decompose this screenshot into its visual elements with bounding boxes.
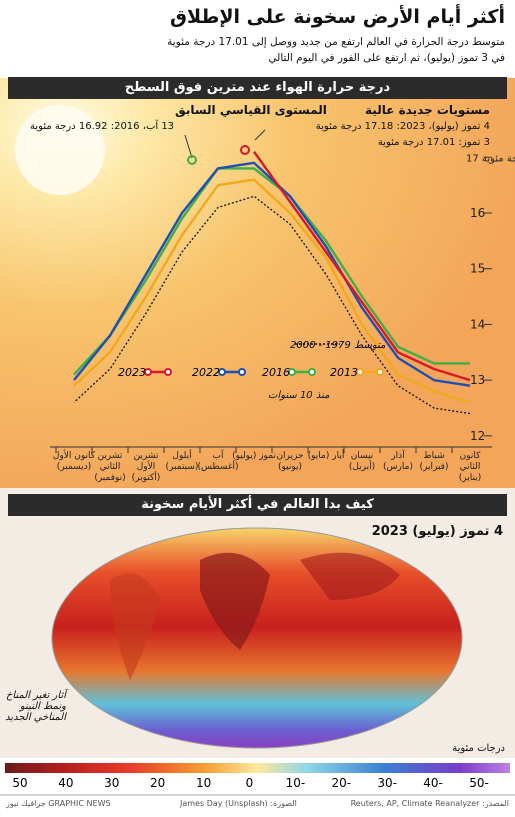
x-tick-label: آب (أغسطس) — [197, 451, 239, 472]
annotation: 4 تموز (يوليو)، 2023: 17.18 درجة مئوية — [315, 121, 490, 132]
legend-label: 2016 — [262, 366, 290, 379]
series-line — [73, 167, 470, 376]
legend-dot — [288, 368, 296, 376]
x-tick-label: أيلول (سبتمبر) — [165, 451, 199, 472]
sun — [15, 105, 105, 195]
annotation: 13 آب، 2016: 16.92 درجة مئوية — [30, 121, 175, 132]
x-tick-label: كانون الأول (ديسمبر) — [52, 451, 96, 472]
unit: درجات مئوية — [452, 743, 505, 754]
color-bar-label: 20- — [331, 776, 352, 790]
color-bar-label: 0 — [245, 776, 254, 790]
x-tick-label: آذار (مارس) — [383, 451, 413, 472]
x-tick-label: تشرين الثاني (نوفمبر) — [94, 451, 126, 483]
x-tick-label: كانون الثاني (يناير) — [458, 451, 482, 483]
annotation-pointer — [184, 134, 193, 159]
legend-dot — [238, 368, 246, 376]
y-tick-label: 15 — [470, 262, 485, 276]
annotation: منذ 10 سنوات — [268, 390, 330, 401]
color-bar-label: 20 — [150, 776, 166, 790]
legend-dot — [218, 368, 226, 376]
color-bar-label: 30- — [377, 776, 397, 790]
title: أكثر أيام الأرض سخونة على الإطلاق — [170, 6, 505, 28]
subtitle: متوسط درجة الحرارة في العالم ارتفع من جد… — [167, 36, 505, 48]
source: المصدر: Reuters, AP, Climate Reanalyzer — [350, 799, 509, 808]
map-hotspot — [200, 552, 270, 650]
color-bar-label: 50- — [469, 776, 489, 790]
x-tick-label: شباط (فبراير) — [419, 451, 449, 472]
series-line — [73, 178, 471, 404]
y-tick-label: 16 — [470, 206, 485, 220]
color-bar-label: 10 — [195, 776, 212, 790]
x-tick-label: أيار (مايو) — [307, 451, 345, 461]
series-line — [73, 161, 471, 387]
legend-dot — [308, 368, 316, 376]
color-bar-label: 30 — [104, 776, 120, 790]
color-bar-label: 60- — [510, 776, 515, 790]
legend-label: 2013 — [330, 366, 358, 379]
map-hotspot — [300, 552, 400, 600]
color-bar-label: 50 — [12, 776, 28, 790]
map-date: 4 تموز (يوليو) 2023 — [371, 524, 503, 539]
series-line — [253, 151, 471, 382]
x-tick-label: نيسان (أبريل) — [348, 451, 376, 472]
legend-dot — [356, 368, 364, 376]
brand: GRAPHIC NEWS جرافيك نيوز — [6, 799, 111, 808]
x-tick-label: حزيران (يونيو) — [276, 451, 304, 472]
map-note: آثار تغير المناخ ونمط النينو المناخي الج… — [5, 690, 66, 723]
section-title: كيف بدا العالم في أكثر الأيام سخونة — [8, 494, 507, 516]
y-tick-label: 12 — [470, 429, 485, 443]
color-bar-label: 10- — [285, 776, 306, 790]
credit: الصورة: James Day (Unsplash) — [180, 799, 297, 808]
legend-label: متوسط 1979 - 2000 — [290, 340, 386, 351]
y-tick-label: 13 — [470, 373, 485, 387]
world-map — [51, 527, 463, 749]
annotation-marker — [187, 155, 197, 165]
x-tick-label: تموز (يوليو) — [232, 451, 276, 461]
subtitle: في 3 تموز (يوليو)، ثم ارتفع على الفور في… — [268, 52, 505, 64]
annotation: المستوى القياسي السابق — [175, 103, 327, 117]
legend-label: 2022 — [192, 366, 220, 379]
legend-dot — [144, 368, 152, 376]
annotation: مستويات جديدة عالية — [365, 103, 490, 117]
y-tick-label: 14 — [470, 317, 485, 331]
section-title: درجة حرارة الهواء عند مترين فوق السطح — [8, 77, 507, 99]
color-bar-label: 40 — [58, 776, 74, 790]
annotation-marker — [240, 145, 250, 155]
legend-dot — [164, 368, 172, 376]
color-bar-label: 40- — [423, 776, 443, 790]
y-tick-label: 17 درجة مئوية — [466, 153, 515, 164]
annotation-pointer — [254, 129, 266, 141]
map-land — [110, 573, 160, 680]
annotation: 3 تموز: 17.01 درجة مئوية — [377, 137, 490, 148]
x-tick-label: تشرين الأول (أكتوبر) — [131, 451, 161, 483]
legend-dot — [376, 368, 384, 376]
color-bar — [5, 763, 510, 773]
series-line — [73, 195, 471, 415]
legend-label: 2023 — [118, 366, 146, 379]
